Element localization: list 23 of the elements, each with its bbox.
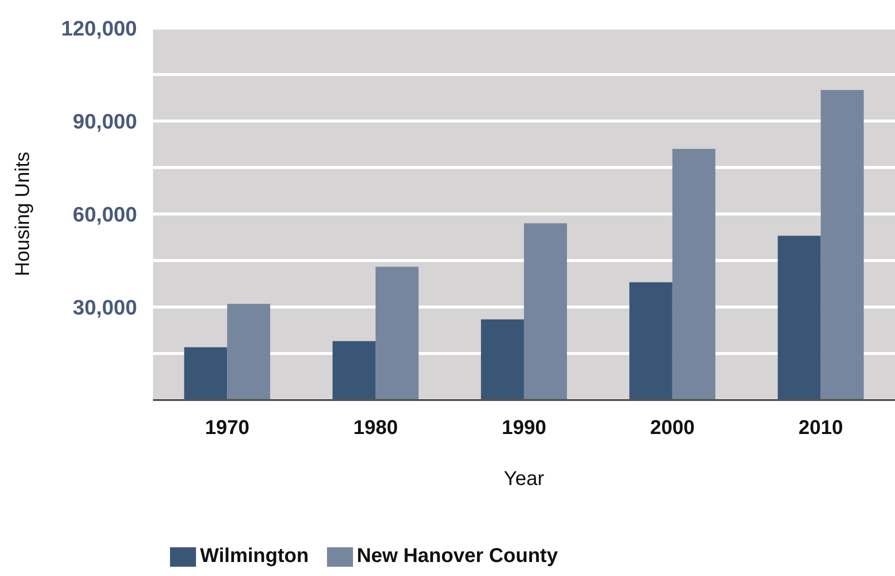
x-tick-label: 1980 (353, 417, 398, 440)
y-tick-label: 90,000 (72, 110, 137, 134)
bar (332, 341, 376, 400)
bar (524, 223, 567, 400)
bar (376, 266, 419, 400)
y-tick-label: 60,000 (72, 203, 137, 226)
x-tick-label: 1970 (204, 417, 250, 440)
x-tick-label: 2010 (798, 417, 844, 440)
x-axis-title: Year (504, 468, 545, 490)
bar (820, 90, 864, 400)
legend-label: New Hanover County (356, 545, 558, 568)
bar (480, 319, 524, 400)
y-axis-title: Housing Units (12, 152, 34, 276)
bar (629, 282, 672, 400)
y-tick-label: 30,000 (72, 296, 137, 320)
x-tick-label: 2000 (650, 417, 695, 440)
bar (778, 236, 821, 400)
bar (672, 148, 716, 400)
bar (184, 347, 228, 400)
legend-label: Wilmington (200, 545, 309, 568)
bar (227, 304, 270, 400)
x-tick-label: 1990 (502, 417, 546, 440)
y-tick-label: 120,000 (61, 17, 137, 40)
